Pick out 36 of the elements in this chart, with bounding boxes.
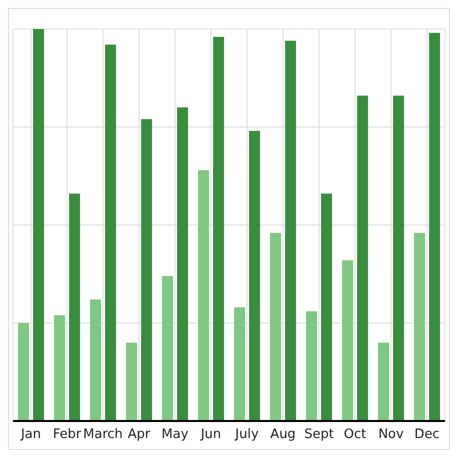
x-tick-label: Aug (270, 427, 296, 442)
x-tick-label: Sept (304, 427, 334, 442)
bar (18, 323, 30, 421)
bar (321, 194, 332, 421)
bar (429, 32, 440, 421)
x-tick-label: Jun (200, 427, 222, 442)
bar (393, 96, 404, 421)
bar (213, 36, 224, 421)
x-tick-label: Nov (378, 427, 404, 442)
bar (285, 40, 296, 421)
bar (234, 307, 246, 421)
x-tick-label: May (162, 427, 189, 442)
bar (270, 232, 282, 421)
bar (54, 315, 66, 421)
bar (342, 260, 354, 421)
bar (69, 194, 80, 421)
bar (306, 311, 318, 421)
bar (90, 299, 102, 421)
x-tick-label: Apr (128, 427, 151, 442)
bar (177, 107, 188, 421)
bar (414, 232, 426, 421)
bar (378, 342, 390, 421)
bar (33, 29, 44, 421)
x-tick-label: Febr (52, 427, 82, 442)
bar (126, 342, 138, 421)
bar (162, 276, 174, 421)
bar (198, 170, 210, 421)
x-tick-label: Oct (344, 427, 366, 442)
bar (141, 119, 152, 421)
x-tick-label: Jan (20, 427, 42, 442)
bar (357, 96, 368, 421)
x-tick-label: Dec (414, 427, 440, 442)
bar (249, 130, 260, 421)
bar (105, 44, 116, 421)
x-tick-label: March (83, 427, 123, 442)
x-tick-label: July (234, 427, 259, 442)
